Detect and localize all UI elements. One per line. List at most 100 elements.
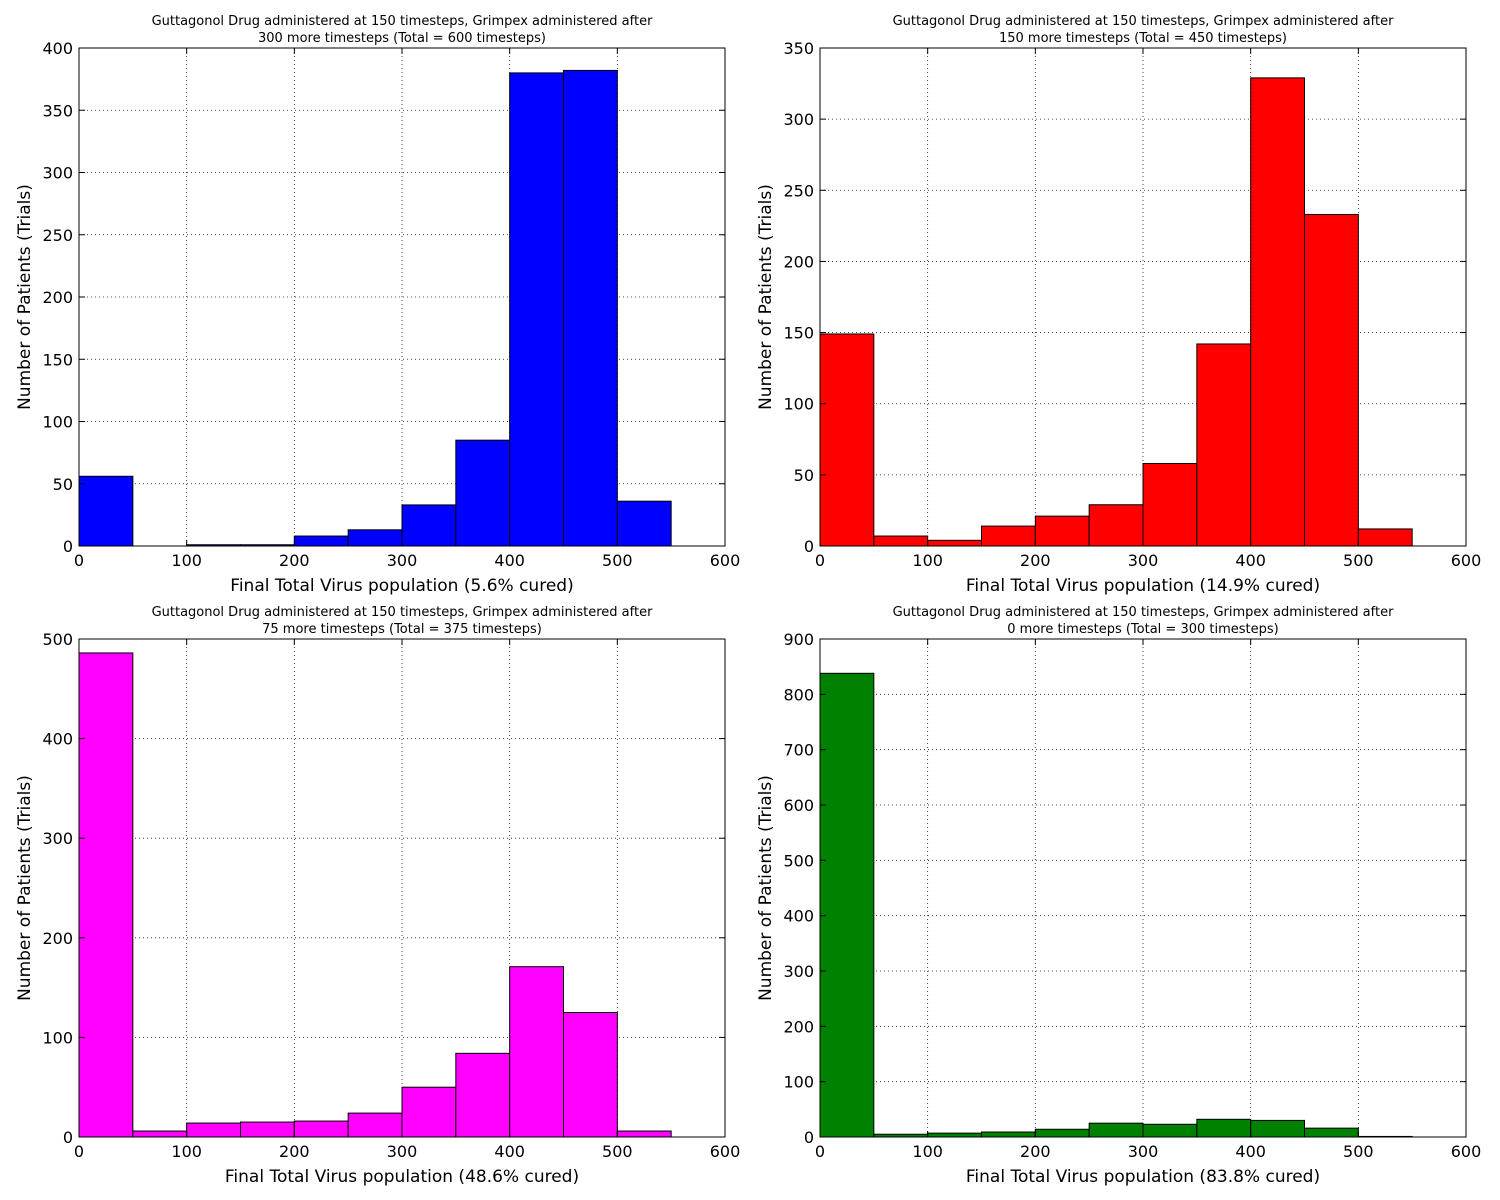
y-tick-label: 500 (783, 851, 814, 870)
histogram-bar (1250, 77, 1305, 547)
histogram-bar (1250, 1119, 1305, 1138)
x-axis-label: Final Total Virus population (83.8% cure… (966, 1167, 1320, 1187)
histogram-bar (927, 539, 983, 547)
x-axis-label: Final Total Virus population (48.6% cure… (225, 1167, 579, 1187)
chart-title-line: Guttagonol Drug administered at 150 time… (893, 14, 1395, 29)
y-tick-label: 300 (783, 110, 814, 129)
x-tick-label: 100 (912, 1142, 943, 1161)
histogram-bar (132, 1130, 188, 1138)
histogram-bar (1304, 213, 1359, 547)
x-tick-label: 100 (171, 1142, 202, 1161)
histogram-bar (455, 1052, 511, 1138)
x-tick-label: 100 (912, 551, 943, 570)
y-tick-label: 200 (42, 288, 73, 307)
histogram-bar (1196, 343, 1252, 547)
chart-title-line: 300 more timesteps (Total = 600 timestep… (258, 31, 546, 46)
histogram-bar (616, 1130, 672, 1138)
histogram-bar (819, 333, 875, 547)
y-tick-label: 250 (42, 226, 73, 245)
y-tick-label: 800 (783, 685, 814, 704)
chart-title-line: 0 more timesteps (Total = 300 timesteps) (1007, 622, 1278, 637)
y-axis-label: Number of Patients (Trials) (756, 184, 776, 410)
x-tick-label: 500 (602, 551, 633, 570)
y-tick-label: 0 (804, 537, 814, 556)
y-tick-label: 0 (804, 1128, 814, 1147)
chart-title-line: 150 more timesteps (Total = 450 timestep… (999, 31, 1287, 46)
y-tick-label: 350 (42, 101, 73, 120)
y-tick-label: 100 (42, 413, 73, 432)
histogram-bar (509, 72, 564, 547)
histogram-bar (563, 69, 618, 547)
x-axis-label: Final Total Virus population (5.6% cured… (230, 576, 573, 596)
histogram-bar (1142, 462, 1198, 547)
x-tick-label: 600 (1451, 1142, 1482, 1161)
y-tick-label: 350 (783, 39, 814, 58)
y-axis-label: Number of Patients (Trials) (756, 775, 776, 1001)
y-tick-label: 100 (783, 1073, 814, 1092)
x-tick-label: 600 (710, 1142, 741, 1161)
y-tick-label: 50 (794, 466, 814, 485)
histogram-bar (186, 1122, 242, 1138)
histogram-bar (1196, 1118, 1252, 1138)
histogram-bar (1142, 1123, 1198, 1138)
y-tick-label: 600 (783, 796, 814, 815)
histogram-bar (1034, 1128, 1090, 1138)
histogram-bar (293, 535, 349, 547)
x-tick-label: 300 (1128, 551, 1159, 570)
chart-panel-2: 0 100 200 300 400 500 600 0 50 100 150 200 250 300 350… (756, 14, 1481, 596)
histogram-bar (347, 1112, 403, 1138)
x-tick-label: 0 (74, 1142, 84, 1161)
y-tick-label: 150 (783, 324, 814, 343)
chart-panel-4: 0 100 200 300 400 500 600 0 100 200 300 400 500 600 70… (756, 605, 1481, 1187)
x-tick-label: 500 (1343, 551, 1374, 570)
y-tick-label: 250 (783, 181, 814, 200)
histogram-bar (78, 652, 134, 1138)
histogram-bar (1088, 504, 1144, 547)
x-tick-label: 0 (815, 551, 825, 570)
histogram-bar (616, 500, 672, 547)
x-axis-label: Final Total Virus population (14.9% cure… (966, 576, 1320, 596)
histogram-bar (509, 966, 564, 1138)
chart-panel-3: 0 100 200 300 400 500 600 0 100 200 300 400 500 Gutta… (15, 605, 740, 1187)
histogram-bar (401, 504, 457, 547)
y-axis-label: Number of Patients (Trials) (15, 184, 35, 410)
y-tick-label: 100 (42, 1028, 73, 1047)
histogram-bar (1088, 1122, 1144, 1138)
histogram-bar (1034, 515, 1090, 547)
x-tick-label: 100 (171, 551, 202, 570)
histogram-bar (563, 1012, 618, 1138)
histogram-bar (873, 535, 929, 547)
y-tick-label: 400 (42, 730, 73, 749)
x-tick-label: 300 (387, 551, 418, 570)
x-tick-label: 200 (1020, 551, 1051, 570)
chart-title-line: 75 more timesteps (Total = 375 timesteps… (262, 622, 542, 637)
y-tick-label: 100 (783, 395, 814, 414)
histogram-bar (981, 1131, 1036, 1138)
y-tick-label: 0 (63, 537, 73, 556)
y-axis-label: Number of Patients (Trials) (15, 775, 35, 1001)
y-tick-label: 400 (783, 907, 814, 926)
x-tick-label: 600 (1451, 551, 1482, 570)
histogram-bar (1357, 528, 1413, 547)
y-tick-label: 500 (42, 630, 73, 649)
y-tick-label: 50 (53, 475, 73, 494)
y-tick-label: 200 (42, 929, 73, 948)
x-tick-label: 400 (1235, 1142, 1266, 1161)
y-tick-label: 900 (783, 630, 814, 649)
chart-title-line: Guttagonol Drug administered at 150 time… (152, 14, 654, 29)
y-tick-label: 200 (783, 1017, 814, 1036)
histogram-bar (347, 529, 403, 547)
chart-title-line: Guttagonol Drug administered at 150 time… (152, 605, 654, 620)
histogram-bar (819, 672, 875, 1138)
x-tick-label: 300 (387, 1142, 418, 1161)
x-tick-label: 600 (710, 551, 741, 570)
x-tick-label: 500 (602, 1142, 633, 1161)
x-tick-label: 400 (494, 1142, 525, 1161)
x-tick-label: 0 (815, 1142, 825, 1161)
histogram-bar (455, 439, 511, 547)
chart-title-line: Guttagonol Drug administered at 150 time… (893, 605, 1395, 620)
x-tick-label: 200 (279, 1142, 310, 1161)
y-tick-label: 300 (783, 962, 814, 981)
chart-panel-1: 0 100 200 300 400 500 600 0 50 100 150 200 250 300 350… (15, 14, 740, 596)
